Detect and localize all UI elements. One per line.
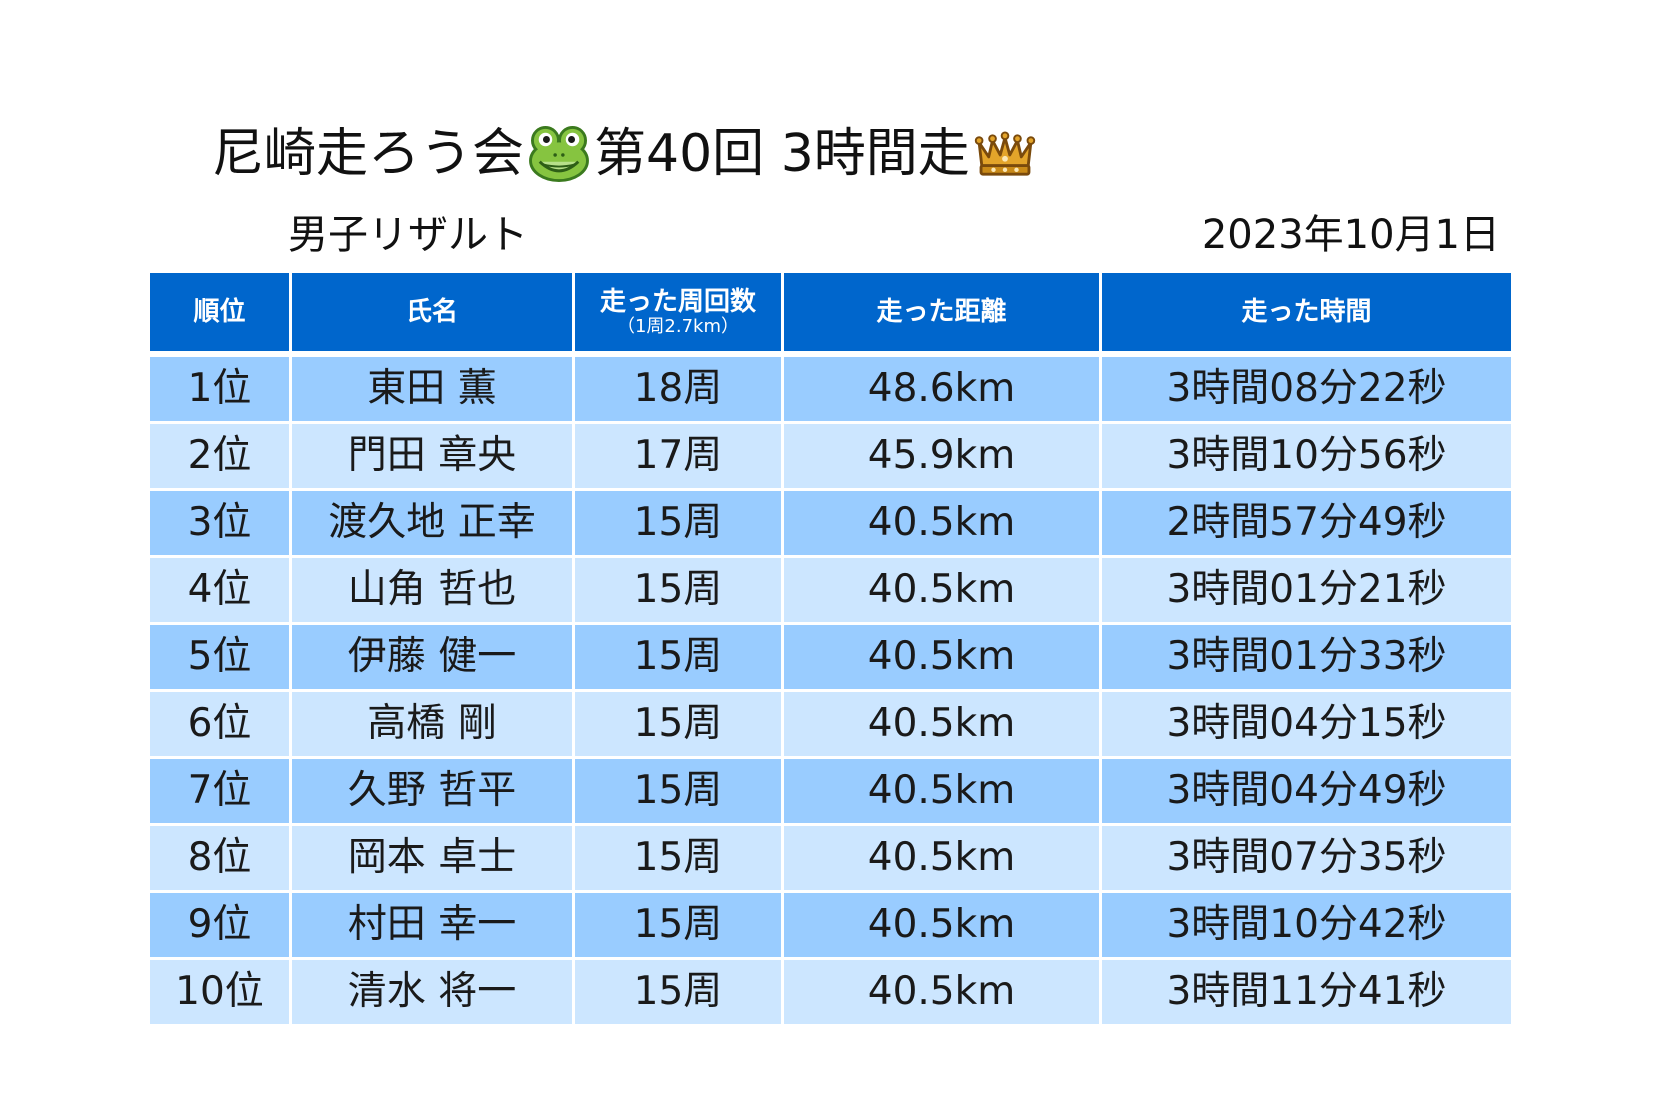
cell-name: 清水 将一 <box>292 960 575 1027</box>
header-laps: 走った周回数 （1周2.7km） <box>575 273 784 357</box>
header-distance: 走った距離 <box>784 273 1102 357</box>
table-row: 1位 東田 薫 18周 48.6km 3時間08分22秒 <box>150 357 1511 424</box>
cell-distance: 45.9km <box>784 424 1102 491</box>
cell-laps: 15周 <box>575 826 784 893</box>
cell-time: 3時間01分21秒 <box>1102 558 1511 625</box>
header-name: 氏名 <box>292 273 575 357</box>
title-suffix: 第40回 3時間走 <box>594 124 970 184</box>
cell-rank: 10位 <box>150 960 292 1027</box>
title-prefix: 尼崎走ろう会 <box>212 124 525 184</box>
cell-name: 久野 哲平 <box>292 759 575 826</box>
cell-name: 岡本 卓士 <box>292 826 575 893</box>
cell-rank: 3位 <box>150 491 292 558</box>
cell-rank: 7位 <box>150 759 292 826</box>
cell-name: 東田 薫 <box>292 357 575 424</box>
cell-name: 高橋 剛 <box>292 692 575 759</box>
cell-laps: 15周 <box>575 558 784 625</box>
table-row: 7位 久野 哲平 15周 40.5km 3時間04分49秒 <box>150 759 1511 826</box>
cell-distance: 40.5km <box>784 960 1102 1027</box>
cell-time: 3時間11分41秒 <box>1102 960 1511 1027</box>
table-row: 5位 伊藤 健一 15周 40.5km 3時間01分33秒 <box>150 625 1511 692</box>
cell-name: 伊藤 健一 <box>292 625 575 692</box>
header-time: 走った時間 <box>1102 273 1511 357</box>
cell-laps: 15周 <box>575 759 784 826</box>
cell-time: 3時間10分56秒 <box>1102 424 1511 491</box>
table-row: 3位 渡久地 正幸 15周 40.5km 2時間57分49秒 <box>150 491 1511 558</box>
cell-distance: 40.5km <box>784 826 1102 893</box>
cell-rank: 9位 <box>150 893 292 960</box>
header-laps-label: 走った周回数 <box>599 287 756 317</box>
cell-name: 村田 幸一 <box>292 893 575 960</box>
cell-laps: 17周 <box>575 424 784 491</box>
page-title: 尼崎走ろう会 <box>212 122 1040 186</box>
cell-rank: 6位 <box>150 692 292 759</box>
section-subtitle: 男子リザルト <box>288 212 528 258</box>
header-laps-note: （1周2.7km） <box>616 316 740 337</box>
cell-laps: 15周 <box>575 960 784 1027</box>
table-row: 8位 岡本 卓士 15周 40.5km 3時間07分35秒 <box>150 826 1511 893</box>
cell-name: 渡久地 正幸 <box>292 491 575 558</box>
cell-time: 3時間07分35秒 <box>1102 826 1511 893</box>
cell-distance: 40.5km <box>784 558 1102 625</box>
cell-distance: 40.5km <box>784 625 1102 692</box>
cell-laps: 15周 <box>575 625 784 692</box>
table-row: 2位 門田 章央 17周 45.9km 3時間10分56秒 <box>150 424 1511 491</box>
crown-icon <box>974 131 1036 177</box>
cell-rank: 1位 <box>150 357 292 424</box>
frog-face-icon <box>528 126 590 182</box>
event-date: 2023年10月1日 <box>1201 212 1500 258</box>
cell-laps: 15周 <box>575 491 784 558</box>
table-row: 9位 村田 幸一 15周 40.5km 3時間10分42秒 <box>150 893 1511 960</box>
cell-time: 2時間57分49秒 <box>1102 491 1511 558</box>
cell-rank: 8位 <box>150 826 292 893</box>
cell-laps: 18周 <box>575 357 784 424</box>
cell-distance: 48.6km <box>784 357 1102 424</box>
table-row: 10位 清水 将一 15周 40.5km 3時間11分41秒 <box>150 960 1511 1027</box>
cell-time: 3時間08分22秒 <box>1102 357 1511 424</box>
cell-laps: 15周 <box>575 893 784 960</box>
cell-distance: 40.5km <box>784 692 1102 759</box>
cell-laps: 15周 <box>575 692 784 759</box>
cell-distance: 40.5km <box>784 893 1102 960</box>
cell-rank: 5位 <box>150 625 292 692</box>
table-row: 4位 山角 哲也 15周 40.5km 3時間01分21秒 <box>150 558 1511 625</box>
results-table: 順位 氏名 走った周回数 （1周2.7km） 走った距離 走った時間 1位 東田… <box>150 273 1511 1027</box>
cell-time: 3時間04分49秒 <box>1102 759 1511 826</box>
cell-time: 3時間01分33秒 <box>1102 625 1511 692</box>
cell-distance: 40.5km <box>784 759 1102 826</box>
table-header-row: 順位 氏名 走った周回数 （1周2.7km） 走った距離 走った時間 <box>150 273 1511 357</box>
header-rank: 順位 <box>150 273 292 357</box>
table-row: 6位 高橋 剛 15周 40.5km 3時間04分15秒 <box>150 692 1511 759</box>
cell-rank: 2位 <box>150 424 292 491</box>
cell-distance: 40.5km <box>784 491 1102 558</box>
cell-name: 山角 哲也 <box>292 558 575 625</box>
cell-name: 門田 章央 <box>292 424 575 491</box>
cell-rank: 4位 <box>150 558 292 625</box>
cell-time: 3時間10分42秒 <box>1102 893 1511 960</box>
cell-time: 3時間04分15秒 <box>1102 692 1511 759</box>
